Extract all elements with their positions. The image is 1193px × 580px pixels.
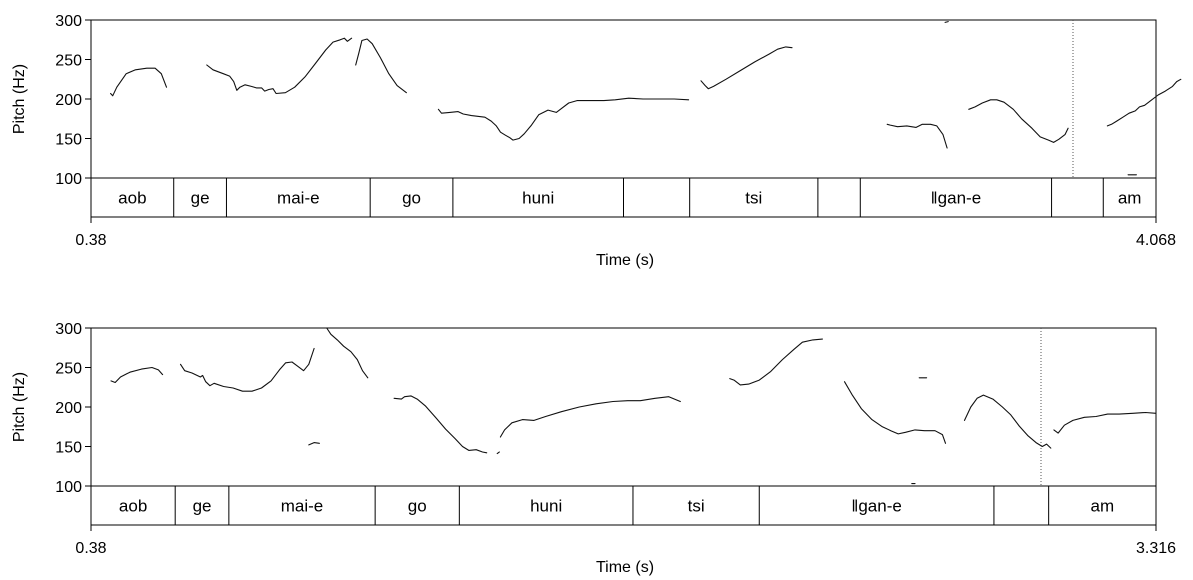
pitch-contour [355,38,407,94]
y-axis: 100 150 200 250 300 [55,13,91,188]
pitch-contour [963,394,1052,449]
pitch-contour [1053,411,1157,434]
segment-label: ǁgan-e [931,189,982,208]
x-axis-label: Time (s) [596,252,654,269]
x-tick-label-end: 4.068 [1136,232,1176,249]
segment-label: aob [118,189,146,208]
pitch-contour [308,442,320,446]
y-axis: 100 150 200 250 300 [55,321,91,496]
pitch-contour [843,381,947,444]
y-tick-label: 150 [55,440,82,457]
y-tick-label: 150 [55,132,82,149]
y-tick-label: 200 [55,400,82,417]
y-tick-label: 300 [55,13,82,30]
pitch-contour [700,46,793,90]
segment-labels: aob ge mai-e go huni tsi ǁgan-e am [118,178,1141,217]
segment-label: am [1118,189,1142,208]
segment-label: aob [119,497,147,516]
pitch-contour [179,347,315,392]
pitch-contour [968,99,1069,143]
segment-label: tsi [688,497,705,516]
pitch-contour [886,123,948,149]
segment-label: go [402,189,421,208]
segment-label: ǁgan-e [851,497,902,516]
segment-label: huni [530,497,562,516]
segment-label: ge [191,189,210,208]
pitch-panel-2: 100 150 200 250 300 aob ge mai-e go huni tsi ǁgan-… [11,321,1176,576]
x-tick-label-start: 0.38 [75,540,106,557]
pitch-contour [944,21,949,23]
x-axis-label: Time (s) [596,559,654,576]
pitch-contour [110,366,164,384]
pitch-panel-1: 100 150 200 250 300 aob ge mai-e go huni tsi ǁgan-… [11,13,1182,269]
x-tick-label-end: 3.316 [1136,540,1176,557]
segment-label: tsi [745,189,762,208]
segment-label: mai-e [277,189,320,208]
segment-label: go [408,497,427,516]
y-tick-label: 250 [55,53,82,70]
segment-label: huni [522,189,554,208]
pitch-contour [110,67,168,97]
y-axis-label: Pitch (Hz) [11,64,28,134]
pitch-contours [110,327,1157,485]
x-tick-label-start: 0.38 [75,232,106,249]
y-axis-label: Pitch (Hz) [11,372,28,442]
y-tick-label: 100 [55,479,82,496]
y-tick-label: 200 [55,92,82,109]
segment-label: mai-e [281,497,324,516]
segment-tier [90,485,1157,526]
pitch-contour [496,451,500,455]
pitch-contour [326,327,369,379]
pitch-contour [437,97,690,141]
y-tick-label: 100 [55,171,82,188]
segment-labels: aob ge mai-e go huni tsi ǁgan-e am [119,486,1114,525]
y-tick-label: 300 [55,321,82,338]
segment-label: am [1091,497,1115,516]
pitch-contour [206,37,353,95]
y-tick-label: 250 [55,361,82,378]
pitch-contour [1106,78,1182,127]
pitch-plot-area [90,327,1157,487]
pitch-contours [110,21,1182,176]
pitch-contour [499,396,681,438]
segment-label: ge [193,497,212,516]
pitch-contour [393,395,488,454]
pitch-contour [729,338,823,386]
